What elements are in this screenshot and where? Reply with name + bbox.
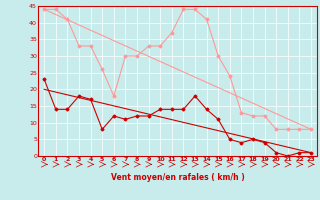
X-axis label: Vent moyen/en rafales ( km/h ): Vent moyen/en rafales ( km/h ) xyxy=(111,174,244,182)
